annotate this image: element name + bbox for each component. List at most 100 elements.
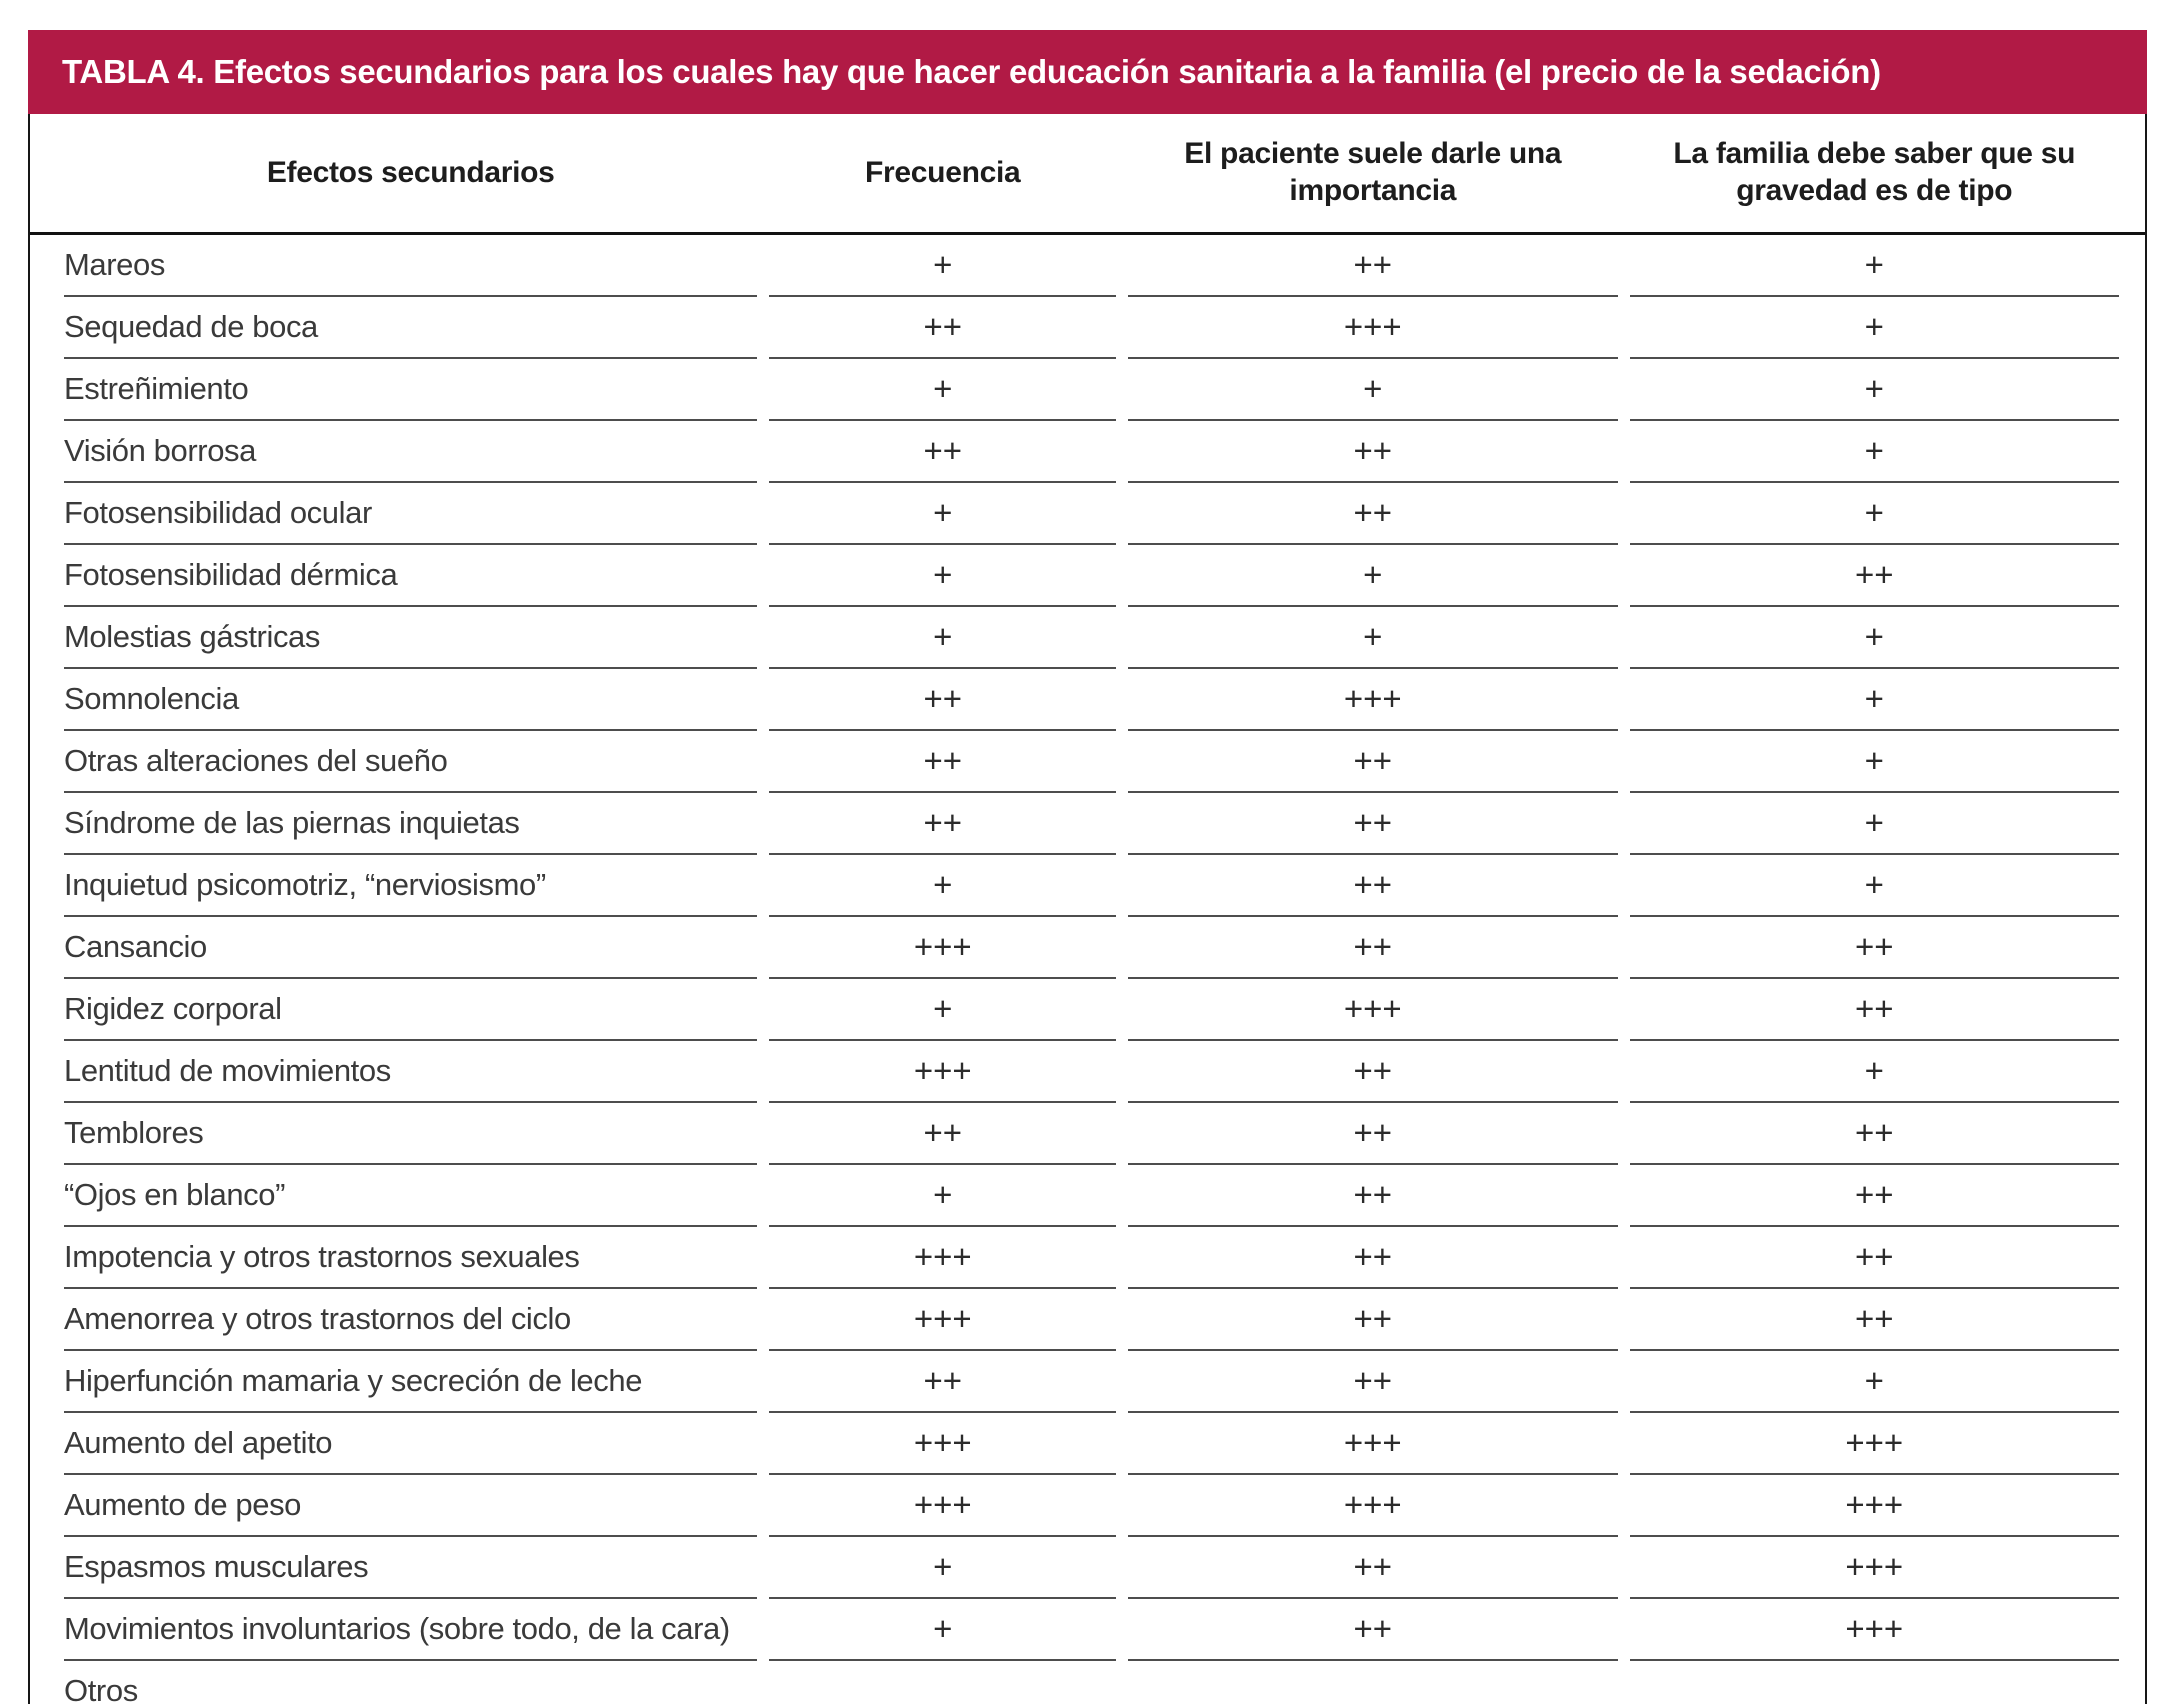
header-row: Efectos secundarios Frecuencia El paciente…	[30, 114, 2145, 235]
cell-gravedad: +	[1629, 1041, 2119, 1103]
cell-importancia: ++	[1128, 1227, 1618, 1289]
table-row: Mareos + ++ +	[30, 235, 2145, 297]
cell-importancia: +++	[1128, 297, 1618, 359]
cell-frecuencia: ++	[769, 1351, 1117, 1413]
cell-gravedad: +	[1629, 235, 2119, 297]
row-label: Rigidez corporal	[64, 979, 758, 1041]
table-row: Molestias gástricas + + +	[30, 607, 2145, 669]
table-row: Hiperfunción mamaria y secreción de lech…	[30, 1351, 2145, 1413]
cell-frecuencia: +++	[769, 1413, 1117, 1475]
row-label: Fotosensibilidad dérmica	[64, 545, 758, 607]
cell-gravedad: +	[1629, 297, 2119, 359]
cell-frecuencia: +	[769, 545, 1117, 607]
cell-frecuencia: ++	[769, 731, 1117, 793]
cell-gravedad: ++	[1629, 917, 2119, 979]
row-label: Estreñimiento	[64, 359, 758, 421]
column-header: La familia debe saber que su gravedad es…	[1673, 137, 2076, 207]
cell-frecuencia: +	[769, 1537, 1117, 1599]
table-row: Estreñimiento + + +	[30, 359, 2145, 421]
cell-importancia: +++	[1128, 1413, 1618, 1475]
cell-importancia: ++	[1128, 793, 1618, 855]
row-label: Molestias gástricas	[64, 607, 758, 669]
row-label: Impotencia y otros trastornos sexuales	[64, 1227, 758, 1289]
table-row: Sequedad de boca ++ +++ +	[30, 297, 2145, 359]
cell-importancia	[1128, 1661, 1617, 1704]
cell-importancia: +++	[1128, 979, 1618, 1041]
table-row: Fotosensibilidad ocular + ++ +	[30, 483, 2145, 545]
cell-frecuencia: +++	[769, 917, 1117, 979]
cell-importancia: +	[1128, 359, 1618, 421]
cell-gravedad: +++	[1629, 1537, 2119, 1599]
column-header: Frecuencia	[865, 155, 1021, 189]
table-row: “Ojos en blanco” + ++ ++	[30, 1165, 2145, 1227]
cell-frecuencia: +	[769, 235, 1117, 297]
cell-importancia: ++	[1128, 1537, 1618, 1599]
cell-frecuencia: ++	[769, 421, 1117, 483]
table-row: Aumento del apetito +++ +++ +++	[30, 1413, 2145, 1475]
cell-gravedad: ++	[1629, 979, 2119, 1041]
cell-importancia: ++	[1128, 1351, 1618, 1413]
row-label: Movimientos involuntarios (sobre todo, d…	[64, 1599, 758, 1661]
cell-importancia: ++	[1128, 1165, 1618, 1227]
cell-frecuencia: +	[769, 483, 1117, 545]
cell-frecuencia: +	[769, 1165, 1117, 1227]
cell-importancia: ++	[1128, 855, 1618, 917]
cell-importancia: +	[1128, 545, 1618, 607]
cell-frecuencia: +	[769, 1599, 1117, 1661]
cell-gravedad: ++	[1629, 1289, 2119, 1351]
cell-gravedad: +	[1629, 1351, 2119, 1413]
cell-gravedad: +	[1629, 669, 2119, 731]
row-label: Aumento de peso	[64, 1475, 758, 1537]
row-label: Inquietud psicomotriz, “nerviosismo”	[64, 855, 758, 917]
cell-gravedad: ++	[1629, 1165, 2119, 1227]
cell-frecuencia: ++	[769, 1103, 1117, 1165]
row-label: Espasmos musculares	[64, 1537, 758, 1599]
table-rows: Mareos + ++ + Sequedad de boca ++ +++ + …	[30, 235, 2145, 1704]
cell-gravedad: ++	[1629, 1103, 2119, 1165]
cell-frecuencia: +++	[769, 1227, 1117, 1289]
cell-importancia: ++	[1128, 917, 1618, 979]
cell-gravedad: ++	[1629, 1227, 2119, 1289]
table-row: Otras alteraciones del sueño ++ ++ +	[30, 731, 2145, 793]
table-row: Fotosensibilidad dérmica + + ++	[30, 545, 2145, 607]
table-row: Impotencia y otros trastornos sexuales +…	[30, 1227, 2145, 1289]
row-label: Mareos	[64, 235, 758, 297]
cell-gravedad: +++	[1629, 1475, 2119, 1537]
table-title: TABLA 4. Efectos secundarios para los cu…	[62, 53, 1881, 90]
cell-frecuencia: ++	[769, 793, 1117, 855]
cell-frecuencia: ++	[769, 297, 1117, 359]
cell-frecuencia: +++	[769, 1289, 1117, 1351]
table-4-card: TABLA 4. Efectos secundarios para los cu…	[28, 30, 2147, 1704]
row-label: Cansancio	[64, 917, 758, 979]
row-label: Somnolencia	[64, 669, 758, 731]
cell-importancia: ++	[1128, 1041, 1618, 1103]
cell-gravedad: +	[1629, 793, 2119, 855]
cell-importancia: +++	[1128, 1475, 1618, 1537]
table-row: Lentitud de movimientos +++ ++ +	[30, 1041, 2145, 1103]
table-row: Rigidez corporal + +++ ++	[30, 979, 2145, 1041]
row-label: Aumento del apetito	[64, 1413, 758, 1475]
cell-gravedad: +	[1629, 483, 2119, 545]
table-row: Amenorrea y otros trastornos del ciclo +…	[30, 1289, 2145, 1351]
cell-frecuencia: +	[769, 979, 1117, 1041]
cell-frecuencia: ++	[769, 669, 1117, 731]
cell-gravedad: +	[1629, 855, 2119, 917]
table-row: Síndrome de las piernas inquietas ++ ++ …	[30, 793, 2145, 855]
table-row: Espasmos musculares + ++ +++	[30, 1537, 2145, 1599]
row-label: Amenorrea y otros trastornos del ciclo	[64, 1289, 758, 1351]
table-title-bar: TABLA 4. Efectos secundarios para los cu…	[28, 30, 2147, 114]
cell-gravedad: +	[1629, 421, 2119, 483]
table-body: Efectos secundarios Frecuencia El paciente…	[28, 114, 2147, 1704]
row-label: Otras alteraciones del sueño	[64, 731, 758, 793]
cell-frecuencia	[769, 1661, 1116, 1704]
row-label: Síndrome de las piernas inquietas	[64, 793, 758, 855]
cell-frecuencia: +++	[769, 1041, 1117, 1103]
cell-importancia: ++	[1128, 1599, 1618, 1661]
cell-gravedad: +++	[1629, 1413, 2119, 1475]
table-row: Visión borrosa ++ ++ +	[30, 421, 2145, 483]
table-row: Otros	[30, 1661, 2145, 1704]
row-label: Lentitud de movimientos	[64, 1041, 758, 1103]
cell-gravedad: ++	[1629, 545, 2119, 607]
cell-importancia: ++	[1128, 731, 1618, 793]
